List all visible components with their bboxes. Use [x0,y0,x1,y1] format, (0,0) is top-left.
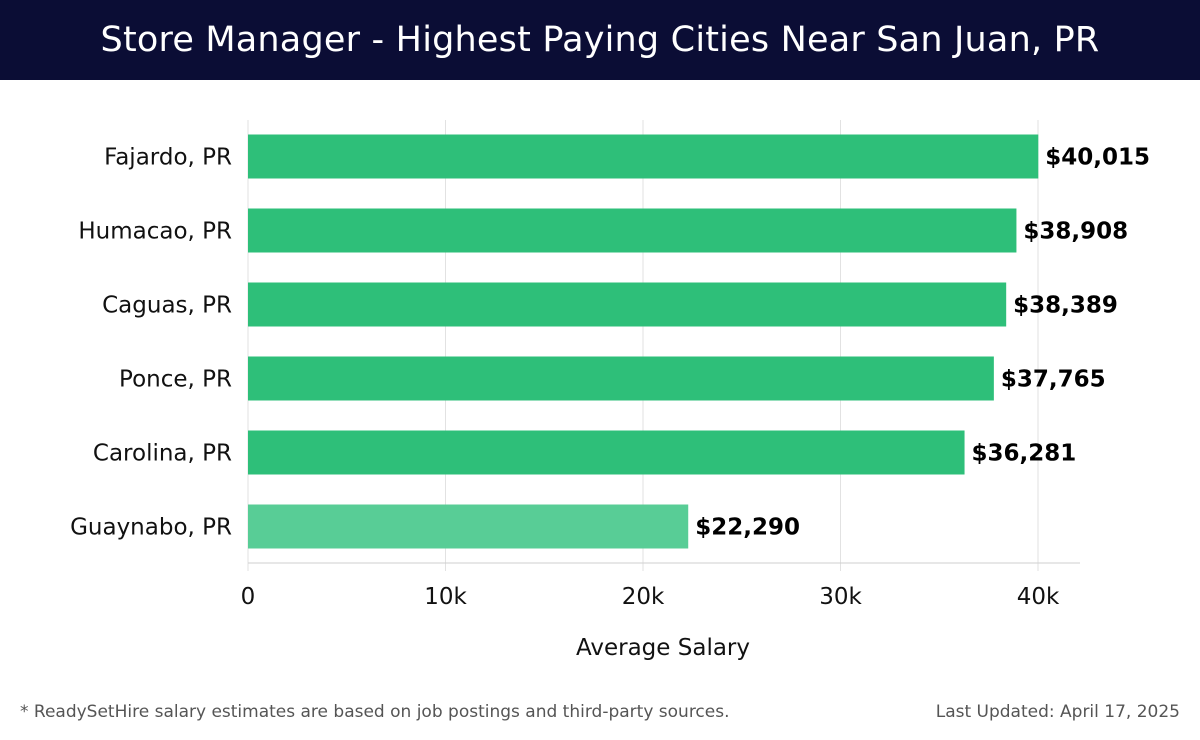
category-label: Fajardo, PR [104,145,232,171]
bar [248,208,1017,253]
footer-note: * ReadySetHire salary estimates are base… [20,702,730,722]
bar [248,356,994,401]
x-tick-label: 40k [1017,584,1060,610]
value-label: $22,290 [695,515,800,541]
x-axis-title: Average Salary [576,635,750,661]
value-label: $36,281 [972,441,1077,467]
x-tick-label: 20k [622,584,665,610]
category-label: Guaynabo, PR [70,515,232,541]
category-label: Humacao, PR [78,219,232,245]
category-label: Carolina, PR [93,441,232,467]
x-tick-label: 0 [241,584,256,610]
chart-title: Store Manager - Highest Paying Cities Ne… [100,20,1100,60]
bar [248,134,1039,179]
x-tick-label: 10k [424,584,467,610]
value-label: $37,765 [1001,367,1106,393]
category-label: Caguas, PR [102,293,232,319]
chart-header: Store Manager - Highest Paying Cities Ne… [0,0,1200,80]
gridlines [247,120,1039,571]
bar [248,282,1007,327]
bar-chart: 0 10k 20k 30k 40k Fajardo, PR $40,015 Humacao, … [70,120,1150,662]
bars [248,134,1039,549]
value-label: $38,389 [1013,293,1118,319]
bar [248,430,965,475]
bar [248,504,689,549]
category-label: Ponce, PR [119,367,232,393]
value-label: $38,908 [1023,219,1128,245]
x-tick-label: 30k [819,584,862,610]
last-updated: Last Updated: April 17, 2025 [935,702,1180,722]
labels: 0 10k 20k 30k 40k Fajardo, PR $40,015 Humacao, … [70,145,1150,662]
value-label: $40,015 [1045,145,1150,171]
